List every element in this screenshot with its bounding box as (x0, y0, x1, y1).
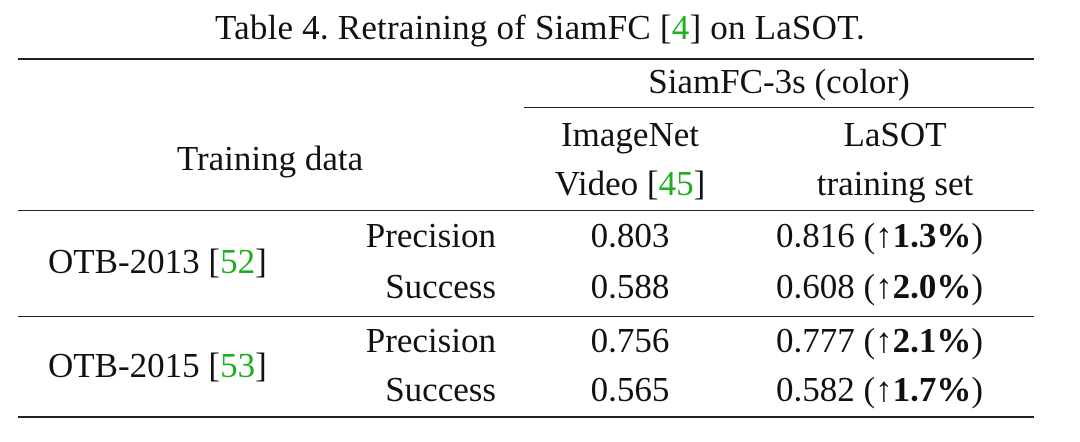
header-rule (18, 210, 1034, 211)
lasot-value: 0.777 (↑2.1%) (776, 319, 983, 363)
imagenet-value: 0.565 (590, 370, 670, 409)
metric-label: Success (385, 267, 496, 306)
gain-value: 2.1% (892, 321, 972, 360)
dataset-name: OTB-2015 [ (48, 346, 221, 385)
dataset-name-suffix: ] (255, 346, 267, 385)
group-separator-rule (18, 316, 1034, 317)
top-rule (18, 58, 1034, 60)
row-header-training-data: Training data (176, 139, 364, 178)
lasot-value-text: 0.608 (↑ (776, 267, 893, 306)
lasot-value-close: ) (971, 370, 984, 409)
citation-link[interactable]: 45 (658, 164, 694, 203)
lasot-value-close: ) (971, 321, 984, 360)
column-header-lasot-line2: training set (816, 164, 974, 203)
lasot-value-close: ) (971, 216, 984, 255)
citation-link[interactable]: 4 (671, 8, 690, 47)
metric-label: Precision (365, 321, 496, 360)
dataset-name: OTB-2013 [ (48, 242, 221, 281)
gain-value: 1.7% (892, 370, 972, 409)
lasot-value: 0.816 (↑1.3%) (776, 214, 983, 258)
metric-label: Precision (365, 216, 496, 255)
caption-suffix: ] on LaSOT. (689, 8, 865, 47)
column-header-imagenet-prefix: Video [ (554, 164, 659, 203)
citation-link[interactable]: 52 (220, 242, 256, 281)
dataset-name-suffix: ] (255, 242, 267, 281)
citation-link[interactable]: 53 (220, 346, 256, 385)
imagenet-value: 0.756 (590, 321, 670, 360)
bottom-rule (18, 416, 1034, 418)
column-header-imagenet-suffix: ] (693, 164, 706, 203)
lasot-value-text: 0.777 (↑ (776, 321, 893, 360)
lasot-value: 0.608 (↑2.0%) (776, 265, 983, 309)
table-caption: Table 4. Retraining of SiamFC [4] on LaS… (0, 6, 1080, 50)
imagenet-value: 0.803 (590, 216, 670, 255)
gain-value: 1.3% (892, 216, 972, 255)
column-header-imagenet-line1: ImageNet (561, 115, 699, 154)
metric-label: Success (385, 370, 496, 409)
column-header-imagenet-line2: Video [45] (530, 162, 730, 206)
dataset-label-otb2013: OTB-2013 [52] (48, 240, 267, 284)
lasot-value-close: ) (971, 267, 984, 306)
lasot-value-text: 0.582 (↑ (776, 370, 893, 409)
imagenet-value: 0.588 (590, 267, 670, 306)
group-header-rule (524, 107, 1034, 108)
column-header-lasot-line1: LaSOT (843, 115, 947, 154)
caption-prefix: Table 4. Retraining of SiamFC [ (215, 8, 672, 47)
lasot-value: 0.582 (↑1.7%) (776, 368, 983, 412)
column-group-header: SiamFC-3s (color) (648, 62, 910, 101)
lasot-value-text: 0.816 (↑ (776, 216, 893, 255)
dataset-label-otb2015: OTB-2015 [53] (48, 344, 267, 388)
gain-value: 2.0% (892, 267, 972, 306)
